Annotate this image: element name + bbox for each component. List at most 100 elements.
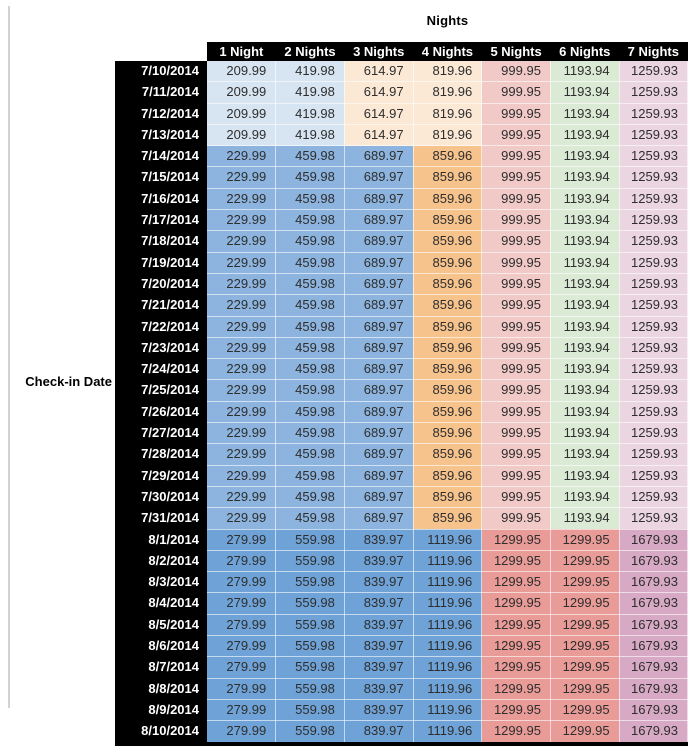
price-cell[interactable]: 459.98 [275,145,345,168]
price-cell[interactable]: 1119.96 [413,678,483,700]
column-header-6-nights[interactable]: 6 Nights [550,42,620,61]
price-cell[interactable]: 1259.93 [619,188,688,211]
price-cell[interactable]: 1299.95 [481,550,551,573]
price-cell[interactable]: 459.98 [275,209,345,232]
price-cell[interactable]: 859.96 [413,188,483,211]
price-cell[interactable]: 1119.96 [413,592,483,615]
price-cell[interactable]: 999.95 [481,145,551,168]
price-cell[interactable]: 614.97 [344,61,414,83]
price-cell[interactable]: 419.98 [275,124,345,147]
price-cell[interactable]: 559.98 [275,678,345,700]
price-cell[interactable]: 1119.96 [413,529,483,551]
price-cell[interactable]: 999.95 [481,379,551,402]
price-cell[interactable]: 279.99 [207,699,277,722]
price-cell[interactable]: 459.98 [275,401,345,424]
price-cell[interactable]: 689.97 [344,145,414,168]
price-cell[interactable]: 229.99 [207,337,277,360]
row-header-date[interactable]: 8/10/2014 [115,720,207,744]
price-cell[interactable]: 1679.93 [619,550,688,573]
price-cell[interactable]: 1193.94 [550,316,620,338]
price-cell[interactable]: 1193.94 [550,209,620,232]
row-header-date[interactable]: 7/27/2014 [115,422,207,445]
price-cell[interactable]: 689.97 [344,252,414,274]
row-header-date[interactable]: 7/19/2014 [115,252,207,274]
price-cell[interactable]: 279.99 [207,720,277,744]
price-cell[interactable]: 859.96 [413,145,483,168]
price-cell[interactable]: 1299.95 [550,720,620,744]
price-cell[interactable]: 1259.93 [619,252,688,274]
price-cell[interactable]: 689.97 [344,294,414,317]
price-cell[interactable]: 1119.96 [413,614,483,637]
price-cell[interactable]: 999.95 [481,252,551,274]
price-cell[interactable]: 999.95 [481,443,551,466]
price-cell[interactable]: 859.96 [413,337,483,360]
price-cell[interactable]: 1193.94 [550,379,620,402]
price-cell[interactable]: 1259.93 [619,273,688,296]
price-cell[interactable]: 859.96 [413,465,483,487]
price-cell[interactable]: 1299.95 [550,678,620,700]
price-cell[interactable]: 279.99 [207,529,277,551]
price-cell[interactable]: 559.98 [275,550,345,573]
price-cell[interactable]: 1259.93 [619,486,688,509]
price-cell[interactable]: 1679.93 [619,678,688,700]
price-cell[interactable]: 459.98 [275,273,345,296]
price-cell[interactable]: 559.98 [275,635,345,658]
price-cell[interactable]: 559.98 [275,614,345,637]
price-cell[interactable]: 459.98 [275,465,345,487]
price-cell[interactable]: 614.97 [344,103,414,125]
price-cell[interactable]: 1193.94 [550,81,620,104]
price-cell[interactable]: 559.98 [275,699,345,722]
row-header-date[interactable]: 7/28/2014 [115,443,207,466]
price-cell[interactable]: 1259.93 [619,294,688,317]
price-cell[interactable]: 999.95 [481,337,551,360]
price-cell[interactable]: 229.99 [207,443,277,466]
row-header-date[interactable]: 8/2/2014 [115,550,207,573]
price-cell[interactable]: 459.98 [275,188,345,211]
price-cell[interactable]: 859.96 [413,273,483,296]
price-cell[interactable]: 1299.95 [481,699,551,722]
price-cell[interactable]: 859.96 [413,422,483,445]
row-header-date[interactable]: 8/9/2014 [115,699,207,722]
price-cell[interactable]: 859.96 [413,507,483,530]
price-cell[interactable]: 859.96 [413,252,483,274]
price-cell[interactable]: 229.99 [207,379,277,402]
column-header-2-nights[interactable]: 2 Nights [275,42,345,61]
price-cell[interactable]: 1193.94 [550,401,620,424]
price-cell[interactable]: 689.97 [344,443,414,466]
price-cell[interactable]: 839.97 [344,550,414,573]
price-cell[interactable]: 1299.95 [550,656,620,679]
price-cell[interactable]: 1193.94 [550,337,620,360]
price-cell[interactable]: 819.96 [413,61,483,83]
price-cell[interactable]: 229.99 [207,273,277,296]
price-cell[interactable]: 229.99 [207,166,277,189]
price-cell[interactable]: 559.98 [275,720,345,744]
price-cell[interactable]: 1193.94 [550,188,620,211]
price-cell[interactable]: 999.95 [481,188,551,211]
price-cell[interactable]: 819.96 [413,81,483,104]
price-cell[interactable]: 839.97 [344,699,414,722]
price-cell[interactable]: 1259.93 [619,81,688,104]
row-header-date[interactable]: 7/17/2014 [115,209,207,232]
price-cell[interactable]: 459.98 [275,358,345,381]
price-cell[interactable]: 839.97 [344,529,414,551]
price-cell[interactable]: 209.99 [207,124,277,147]
price-cell[interactable]: 209.99 [207,103,277,125]
price-cell[interactable]: 229.99 [207,230,277,253]
row-header-date[interactable]: 8/5/2014 [115,614,207,637]
price-cell[interactable]: 859.96 [413,358,483,381]
price-cell[interactable]: 1299.95 [481,614,551,637]
price-cell[interactable]: 1299.95 [550,529,620,551]
price-cell[interactable]: 1119.96 [413,635,483,658]
price-cell[interactable]: 1259.93 [619,103,688,125]
row-header-date[interactable]: 7/20/2014 [115,273,207,296]
price-cell[interactable]: 999.95 [481,507,551,530]
price-cell[interactable]: 1299.95 [481,592,551,615]
price-cell[interactable]: 1193.94 [550,422,620,445]
price-cell[interactable]: 1299.95 [481,571,551,594]
price-cell[interactable]: 459.98 [275,230,345,253]
price-cell[interactable]: 999.95 [481,294,551,317]
row-header-date[interactable]: 7/23/2014 [115,337,207,360]
price-cell[interactable]: 559.98 [275,529,345,551]
price-cell[interactable]: 459.98 [275,486,345,509]
price-cell[interactable]: 1259.93 [619,61,688,83]
